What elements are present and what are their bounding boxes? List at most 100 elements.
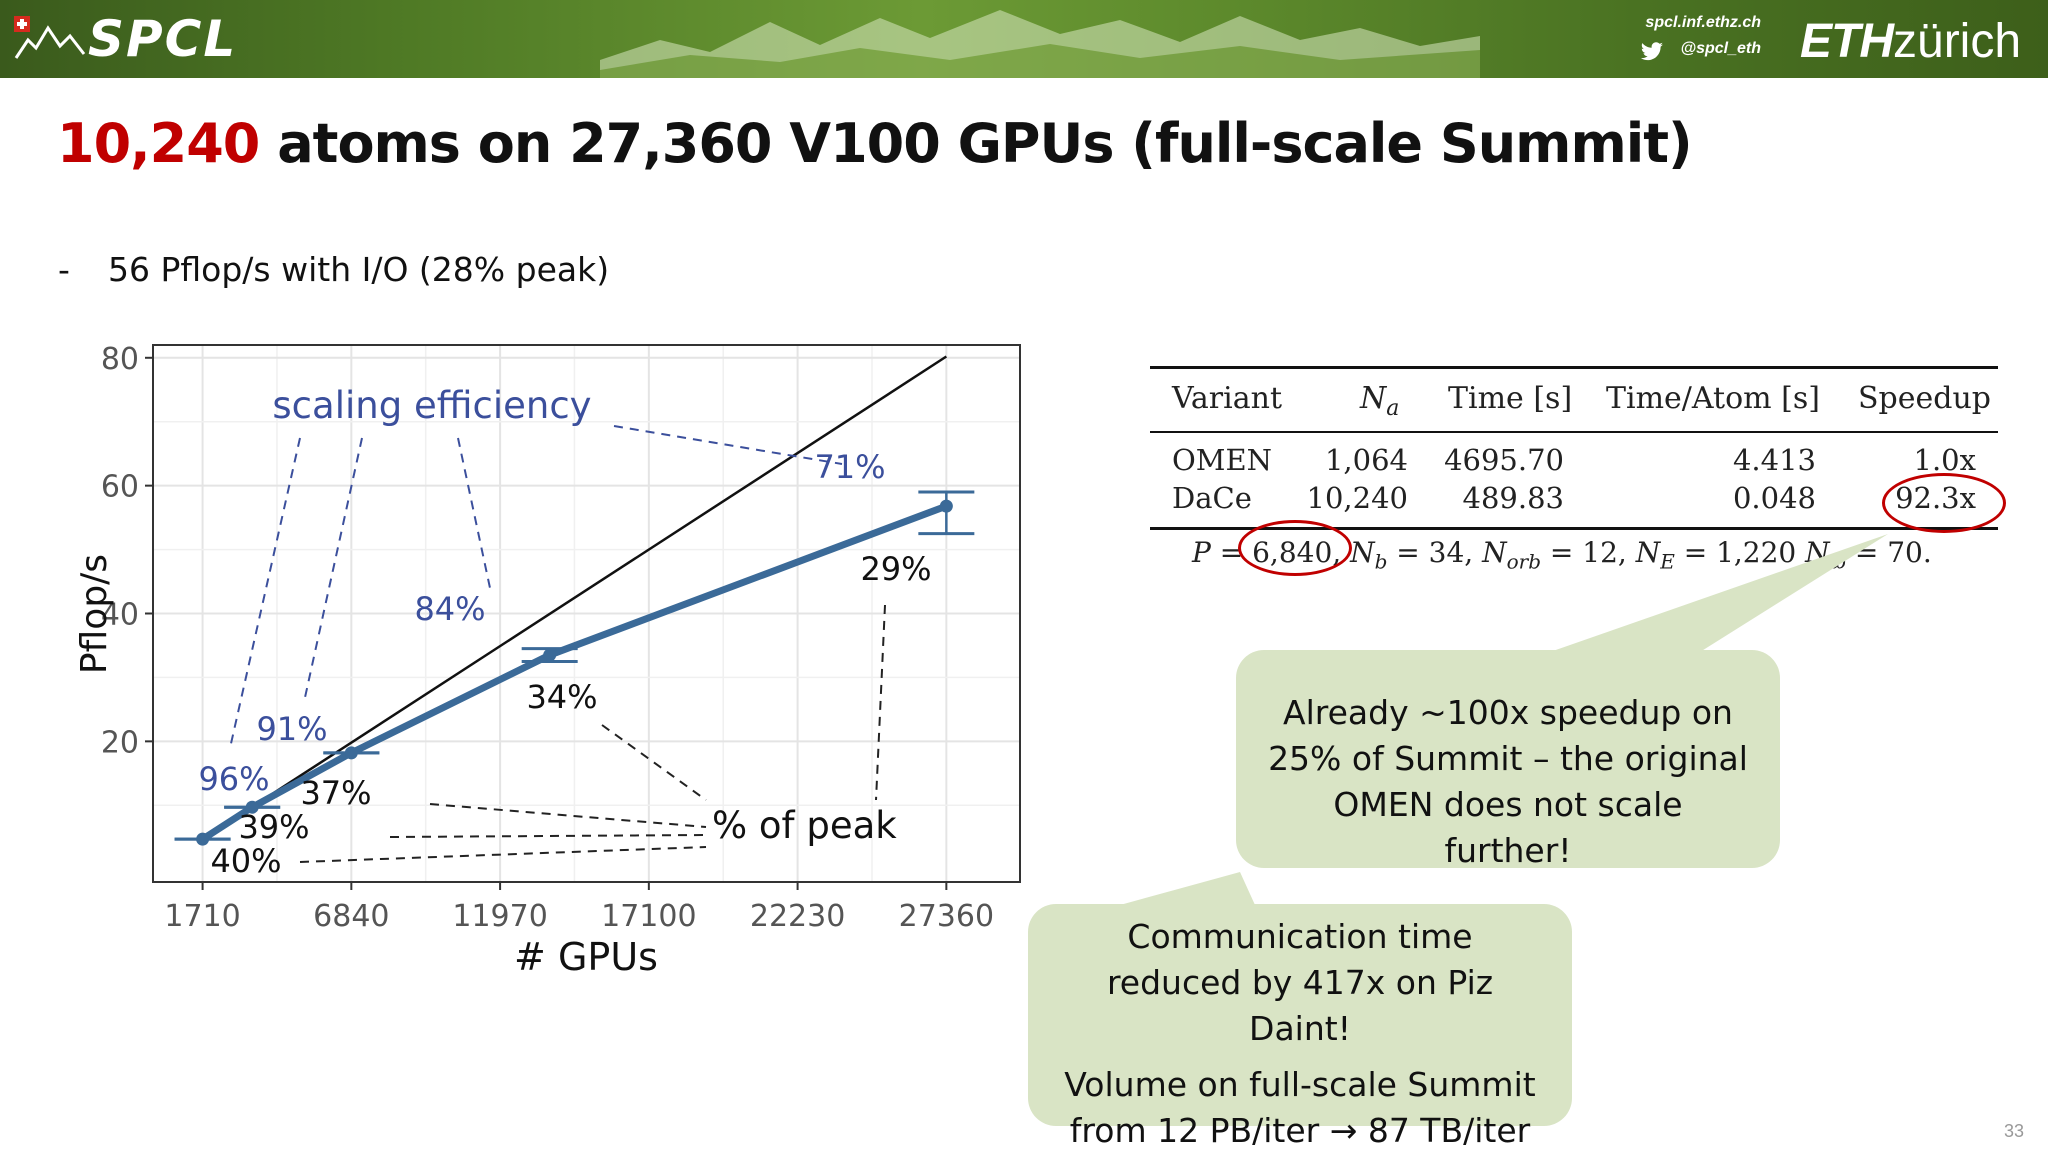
data-point <box>196 832 210 846</box>
y-tick-label: 20 <box>101 725 139 760</box>
peak-percent-label: 29% <box>860 550 931 588</box>
efficiency-label: 84% <box>414 590 485 628</box>
x-ticks: 1710 6840 11970 17100 22230 27360 <box>164 882 994 934</box>
scaling-chart: 1710 6840 11970 17100 22230 27360 20 40 60 80 96… <box>74 342 1021 979</box>
efficiency-dash <box>613 425 843 465</box>
swiss-flag-icon <box>14 16 30 32</box>
scaling-efficiency-label: scaling efficiency <box>272 384 591 427</box>
cell-variant: OMEN <box>1172 443 1273 477</box>
logo-mountain-icon <box>14 25 86 59</box>
results-table: Variant Na Time [s] Time/Atom [s] Speedu… <box>1150 366 2006 576</box>
y-tick-label: 60 <box>101 470 139 505</box>
data-point <box>245 800 259 814</box>
cell-time: 489.83 <box>1462 481 1564 515</box>
table-row-dace: DaCe 10,240 489.83 0.048 92.3x <box>1150 473 2006 533</box>
chart-grid <box>153 345 1020 882</box>
efficiency-dash <box>229 437 301 749</box>
eth-logo-rest: zürich <box>1893 15 2022 68</box>
y-tick-label: 40 <box>101 598 139 633</box>
cell-time: 4695.70 <box>1444 443 1564 477</box>
cell-time-atom: 4.413 <box>1732 443 1816 477</box>
bullet-item: -56 Pflop/s with I/O (28% peak) <box>58 250 609 289</box>
speedup-highlight-circle <box>1882 473 2006 533</box>
cell-speedup: 1.0x <box>1913 443 1976 477</box>
peak-dash <box>875 604 886 801</box>
page-number: 33 <box>2003 1121 2024 1141</box>
twitter-handle[interactable]: @spcl_eth <box>1680 40 1761 57</box>
ideal-line <box>201 355 948 841</box>
data-point <box>344 746 358 760</box>
spcl-logo[interactable]: SPCL <box>88 10 238 68</box>
ideal-scaling-line <box>201 355 948 841</box>
communication-callout: Communication time reduced by 417x on Pi… <box>1028 904 1572 1150</box>
speedup-callout-pointer <box>1550 534 1888 652</box>
site-url[interactable]: spcl.inf.ethz.ch <box>1645 14 1761 31</box>
x-tick-label: 27360 <box>899 899 994 934</box>
peak-dash <box>299 846 707 863</box>
efficiency-label: 91% <box>256 710 327 748</box>
efficiency-label: 96% <box>198 760 269 798</box>
peak-dash <box>429 803 707 828</box>
col-na-sub: a <box>1386 396 1400 421</box>
x-tick-label: 22230 <box>750 899 845 934</box>
x-tick-label: 17100 <box>601 899 696 934</box>
table-footer: P = 6,840, Nb = 34, Norb = 12, NE = 1,22… <box>1150 520 1998 576</box>
col-time-atom: Time/Atom [s] <box>1606 381 1820 416</box>
peak-percent-label: 37% <box>300 774 371 812</box>
speedup-callout-text: Already ~100x speedup on 25% of Summit –… <box>1268 693 1748 870</box>
param-norb: N <box>1482 536 1507 569</box>
comm-callout-pointer <box>1120 872 1255 905</box>
data-point <box>939 499 953 513</box>
cell-variant: DaCe <box>1172 481 1252 515</box>
annotation-labels: 96% 91% 84% 71% scaling efficiency 40%39%37% 3… <box>198 384 931 880</box>
cell-na: 1,064 <box>1324 443 1408 477</box>
data-point <box>543 648 557 662</box>
comm-callout-line2: Volume on full-scale Summit from 12 PB/i… <box>1064 1065 1536 1150</box>
peak-percent-label: 34% <box>526 678 597 716</box>
col-speedup: Speedup <box>1858 381 1991 416</box>
x-tick-label: 11970 <box>452 899 547 934</box>
col-na-n: N <box>1360 381 1387 416</box>
x-axis-label: # GPUs <box>514 935 658 979</box>
x-tick-label: 6840 <box>313 899 389 934</box>
p-highlight-circle <box>1238 520 1352 576</box>
efficiency-dash <box>303 437 363 703</box>
peak-percent-label: 40% <box>210 842 281 880</box>
y-axis-label: Pflop/s <box>74 554 115 674</box>
col-time: Time [s] <box>1448 381 1573 416</box>
y-tick-label: 80 <box>101 342 139 377</box>
y-ticks: 20 40 60 80 <box>101 342 153 760</box>
param-ne-val: = 1,220 <box>1683 536 1797 569</box>
table-row-omen: OMEN 1,064 4695.70 4.413 1.0x <box>1150 433 1998 477</box>
x-tick-label: 1710 <box>164 899 240 934</box>
bullet-text: 56 Pflop/s with I/O (28% peak) <box>108 250 610 289</box>
bullet-dash: - <box>58 250 70 289</box>
speedup-callout: Already ~100x speedup on 25% of Summit –… <box>1236 650 1780 870</box>
param-ne-sub: E <box>1660 549 1675 574</box>
efficiency-label: 71% <box>814 448 885 486</box>
cell-time-atom: 0.048 <box>1732 481 1816 515</box>
data-points <box>196 499 953 846</box>
peak-dash <box>389 834 707 838</box>
peak-dash <box>601 724 707 801</box>
param-nb-val: = 34, <box>1396 536 1474 569</box>
eth-logo[interactable]: ETHzürich <box>1800 14 2021 69</box>
title-rest: atoms on 27,360 V100 GPUs (full-scale Su… <box>259 112 1693 175</box>
title-highlight: 10,240 <box>57 112 260 175</box>
comm-callout-line1: Communication time reduced by 417x on Pi… <box>1106 917 1494 1048</box>
cell-na: 10,240 <box>1306 481 1408 515</box>
table-header-row: Variant Na Time [s] Time/Atom [s] Speedu… <box>1150 366 1998 433</box>
percent-of-peak-label: % of peak <box>712 804 897 847</box>
param-p: P <box>1192 536 1211 569</box>
param-norb-val: = 12, <box>1549 536 1627 569</box>
param-nb-sub: b <box>1374 549 1388 574</box>
param-nb: N <box>1350 536 1375 569</box>
eth-logo-bold: ETH <box>1800 15 1894 68</box>
col-variant: Variant <box>1172 381 1282 416</box>
twitter-icon <box>1640 42 1663 61</box>
param-ne: N <box>1635 536 1661 569</box>
mountain-panorama-icon <box>600 10 1480 78</box>
annotation-dashes <box>229 425 886 863</box>
peak-percent-label: 39% <box>238 808 309 846</box>
